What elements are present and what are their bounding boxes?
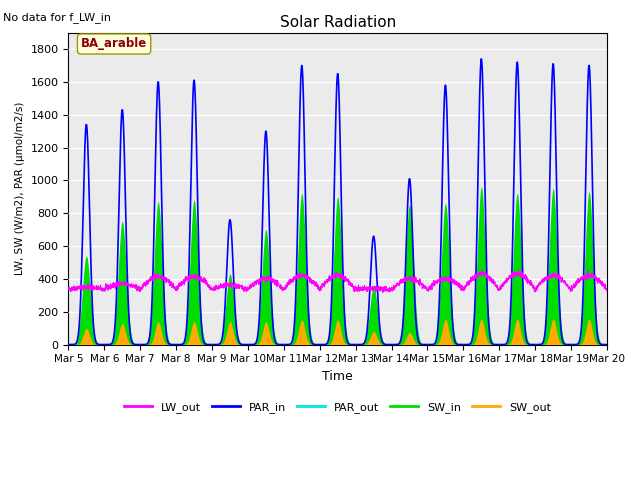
Legend: LW_out, PAR_in, PAR_out, SW_in, SW_out: LW_out, PAR_in, PAR_out, SW_in, SW_out bbox=[120, 397, 556, 417]
Text: No data for f_LW_in: No data for f_LW_in bbox=[3, 12, 111, 23]
X-axis label: Time: Time bbox=[323, 370, 353, 383]
Title: Solar Radiation: Solar Radiation bbox=[280, 15, 396, 30]
Text: BA_arable: BA_arable bbox=[81, 37, 147, 50]
Y-axis label: LW, SW (W/m2), PAR (μmol/m2/s): LW, SW (W/m2), PAR (μmol/m2/s) bbox=[15, 102, 25, 275]
